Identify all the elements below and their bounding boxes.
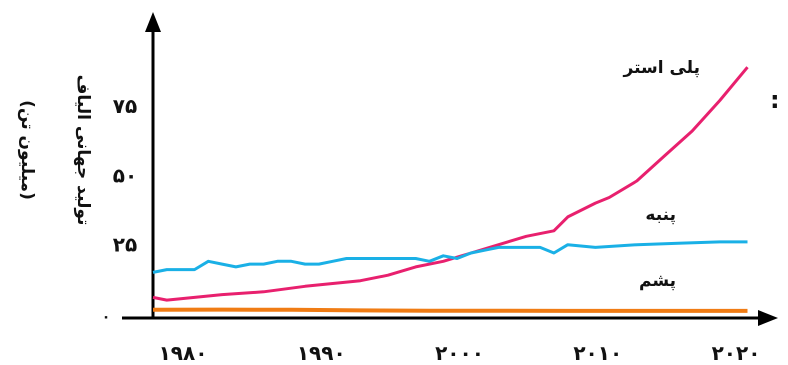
y-tick-label: ۷۵ xyxy=(113,94,137,118)
x-tick-label: ۱۹۹۰ xyxy=(297,341,346,365)
y-tick-label: ۲۵ xyxy=(113,233,137,257)
colon-mark: : xyxy=(770,86,780,114)
series-label-cotton: پنبه xyxy=(645,205,676,225)
x-tick-label: ۲۰۱۰ xyxy=(573,341,622,365)
series-lines xyxy=(152,66,749,313)
y-axis-title: تولید جهانی الیاف xyxy=(73,75,93,226)
x-tick-label: ۱۹۸۰ xyxy=(159,341,208,365)
series-label-polyester: پلی استر xyxy=(623,58,701,78)
y-tick-label: ۰ xyxy=(102,309,111,325)
wool-line xyxy=(152,307,748,313)
x-tick-labels: ۱۹۸۰ ۱۹۹۰ ۲۰۰۰ ۲۰۱۰ ۲۰۲۰ xyxy=(159,341,761,365)
y-tick-labels: ۰ ۲۵ ۵۰ ۷۵ xyxy=(102,94,137,325)
y-axis-arrow xyxy=(145,12,161,32)
x-tick-label: ۲۰۰۰ xyxy=(435,341,484,365)
y-axis-unit: (میلیون تن) xyxy=(17,100,37,200)
x-tick-label: ۲۰۲۰ xyxy=(712,341,761,365)
x-axis-arrow xyxy=(758,310,778,326)
series-label-wool: پشم xyxy=(639,271,676,291)
cotton-line xyxy=(152,240,748,274)
y-tick-label: ۵۰ xyxy=(113,163,137,187)
